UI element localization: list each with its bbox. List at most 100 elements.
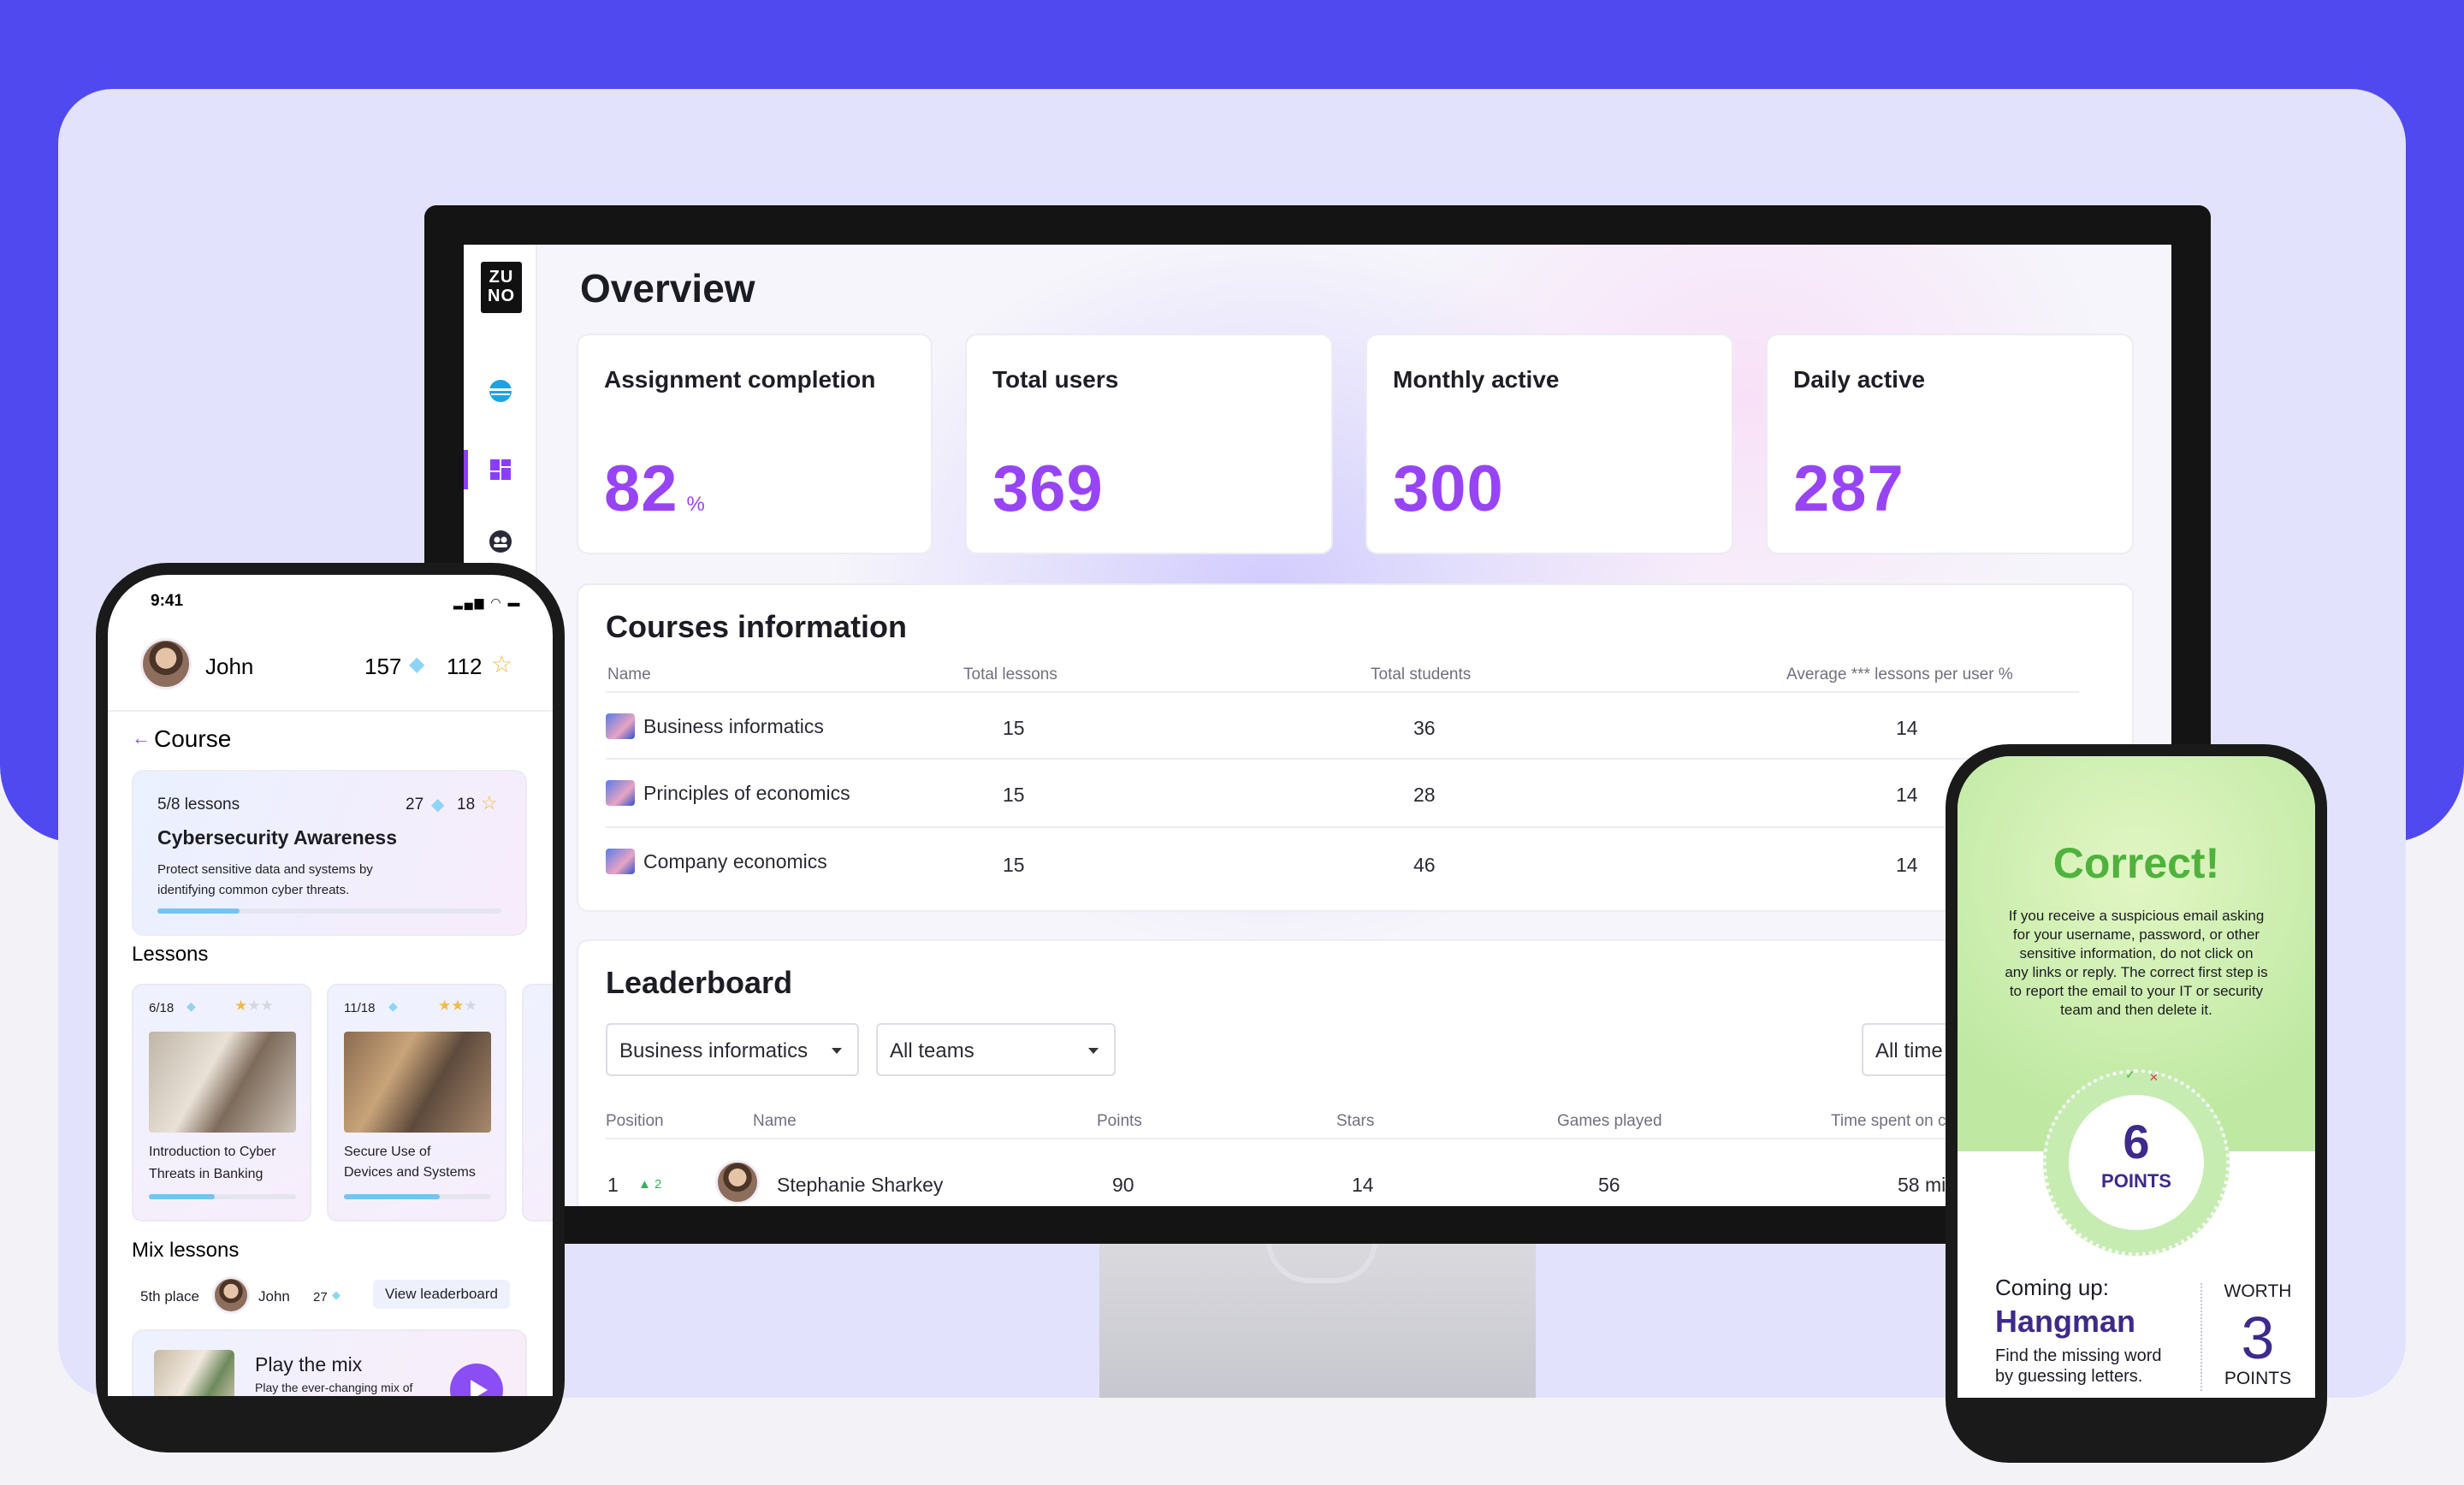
game-title: Hangman bbox=[1995, 1304, 2136, 1339]
worth-value: 3 bbox=[2241, 1305, 2275, 1371]
globe-icon[interactable] bbox=[488, 378, 513, 404]
lesson-photo bbox=[344, 1032, 491, 1133]
course-gems: 27 bbox=[406, 796, 424, 813]
kpi-card-total-users: Total users 369 bbox=[965, 334, 1333, 554]
worth-unit: POINTS bbox=[2224, 1369, 2292, 1388]
avatar bbox=[715, 1160, 760, 1204]
mix-card[interactable]: Play the mix Play the ever-changing mix … bbox=[132, 1329, 527, 1396]
back-arrow-icon[interactable]: ← bbox=[132, 727, 151, 748]
mix-lessons-title: Mix lessons bbox=[132, 1239, 240, 1262]
mix-card-subtitle: Play the ever-changing mix of bbox=[255, 1381, 413, 1394]
course-filter-select[interactable]: Business informatics bbox=[606, 1023, 859, 1076]
lesson-stars: ★★★ bbox=[234, 997, 274, 1014]
course-card[interactable]: 5/8 lessons 27 ◆ 18 ☆ Cybersecurity Awar… bbox=[132, 770, 527, 936]
courses-card: Courses information Name Total lessons T… bbox=[577, 583, 2134, 912]
leader-time: 58 mir bbox=[1898, 1174, 1952, 1196]
kpi-value: 82% bbox=[604, 453, 706, 525]
lesson-card[interactable]: 6/18 ◆ ★★★ Introduction to Cyber Threats… bbox=[132, 984, 311, 1222]
course-name: Principles of economics bbox=[643, 782, 850, 804]
course-progress: 5/8 lessons bbox=[157, 796, 240, 813]
lesson-card[interactable]: 11/18 ◆ ★★★ Secure Use of Devices and Sy… bbox=[327, 984, 506, 1222]
coming-up-label: Coming up: bbox=[1995, 1275, 2109, 1300]
status-time: 9:41 bbox=[151, 592, 184, 610]
phone-header: 9:41 ▂▄▆ ◠ ▬ John 157 ◆ 112 ☆ bbox=[108, 575, 553, 712]
course-students: 28 bbox=[1413, 784, 1436, 806]
divider bbox=[2200, 1283, 2202, 1391]
column-header-points: Points bbox=[1097, 1112, 1142, 1130]
column-header-position: Position bbox=[606, 1112, 664, 1130]
dashboard-icon[interactable] bbox=[488, 457, 513, 482]
lesson-progress: 6/18 bbox=[149, 1001, 175, 1015]
back-link[interactable]: Course bbox=[154, 725, 232, 752]
kpi-unit: % bbox=[686, 493, 706, 516]
course-thumbnail-icon bbox=[606, 780, 635, 806]
divider bbox=[606, 1138, 2079, 1139]
play-button[interactable] bbox=[450, 1364, 503, 1396]
kpi-label: Daily active bbox=[1793, 366, 1926, 393]
column-header-average: Average *** lessons per user % bbox=[1786, 666, 2013, 683]
monitor-screen: ZU NO Overview Assignment completion 82%… bbox=[464, 245, 2171, 1206]
lesson-photo bbox=[149, 1032, 296, 1133]
kpi-card-daily-active: Daily active 287 bbox=[1766, 334, 2134, 554]
leaderboard-title: Leaderboard bbox=[606, 965, 793, 1000]
courses-title: Courses information bbox=[606, 609, 908, 644]
worth-label: WORTH bbox=[2224, 1281, 2292, 1301]
lesson-progress: 11/18 bbox=[344, 1001, 376, 1015]
course-progress-fill bbox=[157, 908, 240, 914]
phone-left-screen: 9:41 ▂▄▆ ◠ ▬ John 157 ◆ 112 ☆ ← Course 5… bbox=[108, 575, 553, 1396]
course-average: 14 bbox=[1896, 717, 1918, 739]
course-lessons: 15 bbox=[1003, 854, 1025, 876]
kpi-label: Total users bbox=[992, 366, 1119, 393]
rank-change: ▲ 2 bbox=[638, 1177, 662, 1192]
lesson-card-peek[interactable] bbox=[522, 984, 553, 1222]
course-stars: 18 bbox=[457, 796, 476, 813]
diamond-icon: ◆ bbox=[332, 1288, 341, 1301]
points-badge bbox=[2069, 1095, 2204, 1230]
lesson-progress-bar bbox=[149, 1194, 296, 1199]
course-filter-value: Business informatics bbox=[619, 1039, 808, 1062]
lesson-progress-fill bbox=[149, 1194, 216, 1199]
sidebar-active-indicator bbox=[464, 450, 468, 489]
arrow-up-icon: ▲ bbox=[638, 1177, 651, 1192]
column-header-stars: Stars bbox=[1336, 1112, 1375, 1130]
leader-games: 56 bbox=[1598, 1174, 1620, 1196]
course-title: Cybersecurity Awareness bbox=[157, 826, 397, 849]
page-title: Overview bbox=[580, 266, 755, 311]
cross-icon: ✕ bbox=[2149, 1071, 2159, 1084]
course-desc-line-1: Protect sensitive data and systems by bbox=[157, 862, 373, 877]
kpi-value: 369 bbox=[992, 453, 1104, 525]
kpi-label: Monthly active bbox=[1393, 366, 1560, 393]
course-students: 36 bbox=[1413, 717, 1436, 739]
star-icon: ☆ bbox=[491, 651, 513, 677]
column-header-time: Time spent on c bbox=[1831, 1112, 1946, 1130]
kpi-value: 300 bbox=[1393, 453, 1504, 525]
diamond-icon: ◆ bbox=[187, 999, 196, 1013]
divider bbox=[606, 826, 2079, 828]
status-icons: ▂▄▆ ◠ ▬ bbox=[453, 595, 522, 609]
course-average: 14 bbox=[1896, 784, 1918, 806]
lesson-progress-fill bbox=[344, 1194, 440, 1199]
leader-position: 1 bbox=[607, 1174, 619, 1196]
game-desc-line-1: Find the missing word bbox=[1995, 1346, 2162, 1365]
team-filter-select[interactable]: All teams bbox=[876, 1023, 1116, 1076]
time-filter-value: All time bbox=[1875, 1039, 1943, 1062]
gems-count: 157 bbox=[364, 654, 402, 679]
user-name: John bbox=[205, 654, 254, 679]
course-desc-line-2: identifying common cyber threats. bbox=[157, 883, 350, 897]
course-average: 14 bbox=[1896, 854, 1918, 876]
course-thumbnail-icon bbox=[606, 713, 635, 739]
diamond-icon: ◆ bbox=[409, 653, 425, 676]
mix-photo bbox=[154, 1350, 234, 1396]
team-filter-value: All teams bbox=[890, 1039, 974, 1062]
users-icon[interactable] bbox=[488, 529, 513, 554]
lesson-title-line-2: Devices and Systems bbox=[344, 1165, 476, 1180]
course-lessons: 15 bbox=[1003, 784, 1025, 806]
column-header-games: Games played bbox=[1557, 1112, 1662, 1130]
avatar[interactable] bbox=[140, 638, 192, 689]
lesson-title-line-1: Secure Use of bbox=[344, 1145, 431, 1159]
leaderboard-card: Leaderboard Business informatics All tea… bbox=[577, 939, 2134, 1206]
view-leaderboard-button[interactable]: View leaderboard bbox=[373, 1280, 510, 1309]
leader-points: 90 bbox=[1112, 1174, 1134, 1196]
course-students: 46 bbox=[1413, 854, 1436, 876]
app-logo[interactable]: ZU NO bbox=[481, 262, 522, 313]
